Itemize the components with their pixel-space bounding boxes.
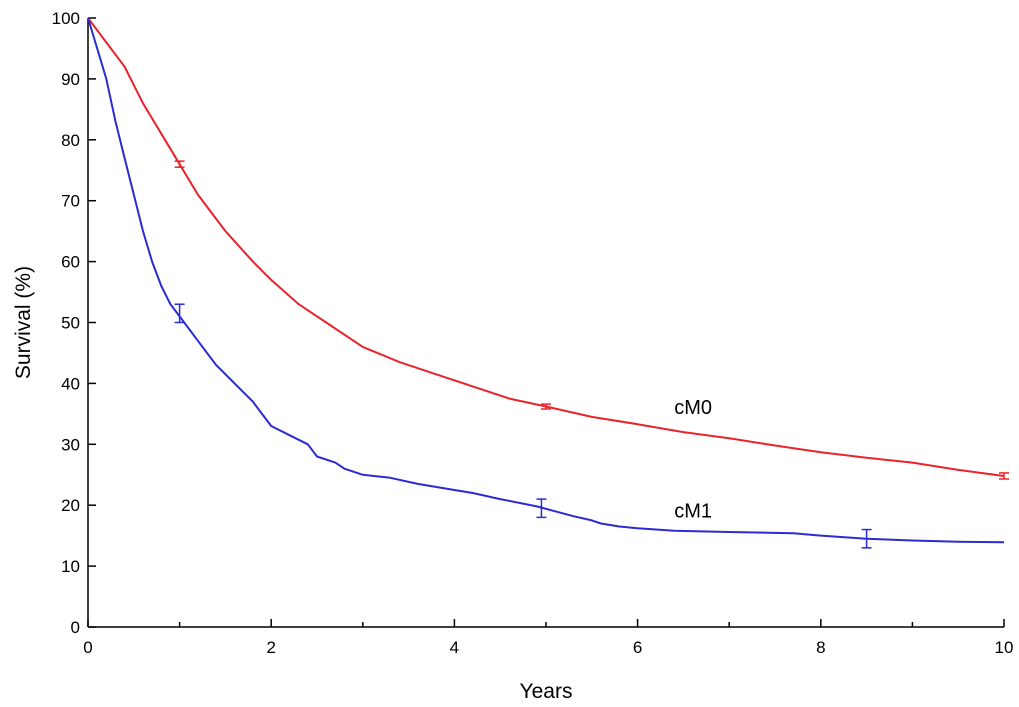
error-bar-cm0 <box>541 403 551 410</box>
y-tick-label: 30 <box>61 435 80 454</box>
error-bar-cm1 <box>536 498 547 519</box>
x-tick-label: 4 <box>450 638 459 657</box>
y-tick-label: 90 <box>61 70 80 89</box>
series-layer: cM0 cM1 <box>87 17 1009 549</box>
x-axis-title: Years <box>520 680 573 703</box>
y-tick-label: 40 <box>61 374 80 393</box>
x-tick-label: 0 <box>83 638 92 657</box>
x-ticks: 0 2 4 6 8 10 <box>83 619 1013 657</box>
y-axis-title: Survival (%) <box>12 266 35 379</box>
y-tick-label: 100 <box>52 9 80 28</box>
y-tick-label: 20 <box>61 496 80 515</box>
error-bar-cm0 <box>999 472 1009 480</box>
error-bar-cm0 <box>174 160 185 168</box>
x-tick-label: 6 <box>633 638 642 657</box>
series-line-cm0 <box>87 17 1005 477</box>
y-tick-label: 70 <box>61 192 80 211</box>
error-bar-cm1 <box>174 303 185 324</box>
x-tick-label: 2 <box>266 638 275 657</box>
series-line-cm1 <box>87 17 1005 544</box>
y-tick-label: 10 <box>61 557 80 576</box>
y-tick-label: 80 <box>61 131 80 150</box>
x-tick-label: 8 <box>816 638 825 657</box>
series-label-cm0: cM0 <box>674 397 712 419</box>
error-bar-cm1 <box>861 528 872 549</box>
y-tick-label: 50 <box>61 314 80 333</box>
series-label-cm1: cM1 <box>674 500 712 522</box>
y-tick-label: 60 <box>61 253 80 272</box>
y-tick-label: 0 <box>71 618 80 637</box>
x-tick-label: 10 <box>995 638 1014 657</box>
y-ticks: 0 10 20 30 40 50 60 70 80 90 100 <box>52 9 96 637</box>
